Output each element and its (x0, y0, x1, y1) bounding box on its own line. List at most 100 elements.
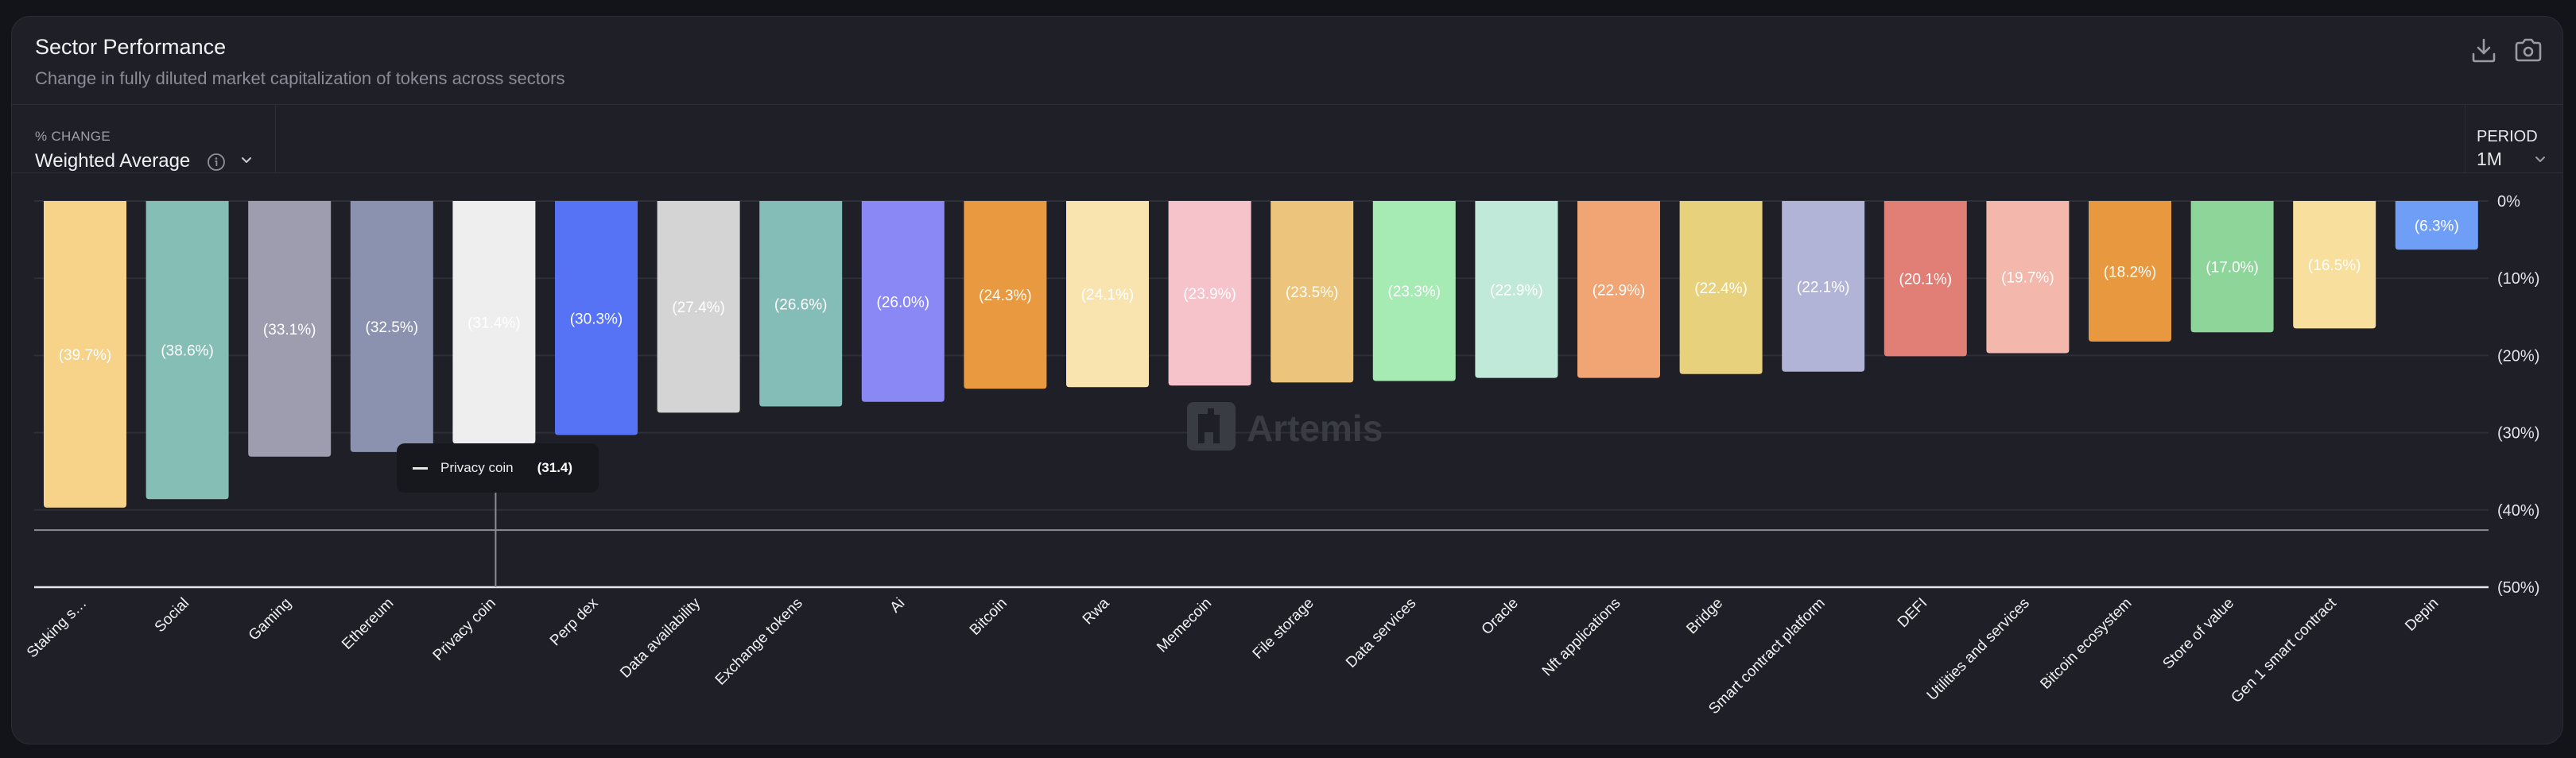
bar[interactable] (2190, 201, 2274, 333)
bar[interactable] (1271, 201, 1354, 383)
bar[interactable] (44, 201, 126, 508)
bar[interactable] (964, 201, 1047, 389)
bar-data-label: (26.0%) (877, 294, 930, 311)
bar[interactable] (2293, 201, 2376, 329)
bar-group[interactable]: (32.5%) (350, 201, 433, 452)
x-tick-label: Nft applications (1539, 595, 1624, 680)
bar[interactable] (1066, 201, 1149, 388)
bar[interactable] (1679, 201, 1763, 374)
chevron-down-icon (2535, 157, 2545, 162)
change-selector[interactable]: % CHANGE Weighted Average (12, 105, 275, 172)
period-selector[interactable]: PERIOD 1M (2465, 105, 2562, 172)
bar-group[interactable]: (18.2%) (2089, 201, 2171, 342)
bar-group[interactable]: (31.4%) (452, 201, 536, 444)
x-tick-label: Memecoin (1154, 595, 1215, 656)
bar-data-label: (18.2%) (2104, 264, 2157, 280)
bar-data-label: (27.4%) (672, 300, 725, 316)
y-tick-label: 0% (2497, 193, 2520, 211)
bar-group[interactable]: (24.1%) (1066, 201, 1149, 388)
bar[interactable] (1577, 201, 1660, 378)
bar-group[interactable]: (22.1%) (1782, 201, 1865, 372)
x-tick-label: Data availability (617, 594, 704, 681)
bar-data-label: (16.5%) (2308, 257, 2361, 274)
bar-data-label: (20.1%) (1899, 272, 1953, 288)
bar[interactable] (759, 201, 843, 407)
header-divider (12, 104, 2562, 105)
watermark: Artemis (1187, 402, 1383, 451)
bar-group[interactable]: (27.4%) (657, 201, 740, 413)
tooltip-value: (31.4) (537, 460, 573, 475)
x-tick-label: Bridge (1683, 595, 1726, 638)
bar[interactable] (248, 201, 332, 457)
bar-group[interactable]: (38.6%) (145, 201, 229, 500)
bar-group[interactable]: (30.3%) (555, 201, 638, 435)
bar-group[interactable]: (33.1%) (248, 201, 332, 457)
bar-group[interactable]: (19.7%) (1986, 201, 2070, 354)
gridlines (34, 200, 2489, 589)
x-tick-label: Staking s… (24, 595, 91, 662)
x-tick-label: Bitcoin ecosystem (2037, 595, 2135, 693)
change-value: Weighted Average (35, 150, 191, 172)
bar-group[interactable]: (17.0%) (2190, 201, 2274, 333)
period-label: PERIOD (2477, 128, 2538, 145)
bar-group[interactable]: (23.9%) (1168, 201, 1251, 386)
period-value: 1M (2477, 149, 2502, 169)
bar-group[interactable]: (22.4%) (1679, 201, 1763, 374)
bar[interactable] (657, 201, 740, 413)
x-tick-label: Gaming (246, 595, 295, 644)
bar-data-label: (32.5%) (366, 319, 419, 336)
x-tick-label: Exchange tokens (712, 595, 806, 689)
card-subtitle: Change in fully diluted market capitaliz… (35, 68, 565, 88)
download-button[interactable] (2468, 34, 2500, 66)
bar-group[interactable]: (22.9%) (1475, 201, 1558, 378)
bar-data-label: (24.3%) (979, 288, 1032, 304)
tooltip-series-name: Privacy coin (440, 460, 514, 475)
bar-group[interactable]: (22.9%) (1577, 201, 1660, 378)
x-tick-label: Smart contract platform (1705, 595, 1828, 717)
bar[interactable] (1884, 201, 1967, 357)
x-tick-label: DEFI (1895, 595, 1930, 631)
bar-group[interactable]: (23.5%) (1271, 201, 1354, 383)
info-icon[interactable] (207, 153, 226, 172)
bar-group[interactable]: (20.1%) (1884, 201, 1967, 357)
bar-data-label: (31.4%) (467, 315, 521, 332)
card-title: Sector Performance (35, 35, 227, 59)
tooltip: Privacy coin (31.4) (397, 443, 599, 493)
change-label: % CHANGE (35, 129, 111, 144)
controls-divider (12, 172, 2562, 173)
bar[interactable] (555, 201, 638, 435)
bar-data-label: (22.9%) (1490, 282, 1543, 299)
bar[interactable] (1168, 201, 1251, 386)
bar[interactable] (145, 201, 229, 500)
bar-group[interactable]: (26.6%) (759, 201, 843, 407)
bar[interactable] (2395, 201, 2478, 250)
y-tick-label: (50%) (2497, 579, 2539, 597)
bar-group[interactable]: (23.3%) (1372, 201, 1456, 381)
bar[interactable] (1986, 201, 2070, 354)
bar[interactable] (2089, 201, 2171, 342)
bar[interactable] (1372, 201, 1456, 381)
bar[interactable] (350, 201, 433, 452)
bar-data-label: (23.3%) (1388, 284, 1441, 300)
bar-group[interactable]: (6.3%) (2395, 201, 2478, 250)
bar-data-label: (6.3%) (2415, 219, 2459, 235)
x-tick-label: Depin (2402, 595, 2442, 635)
bar-group[interactable]: (24.3%) (964, 201, 1047, 389)
bar-data-label: (38.6%) (161, 343, 214, 360)
bar[interactable] (861, 201, 945, 402)
x-tick-label: Utilities and services (1924, 595, 2033, 704)
x-tick-label: Store of value (2159, 595, 2237, 673)
bar[interactable] (452, 201, 536, 444)
bar[interactable] (1782, 201, 1865, 372)
bar[interactable] (1475, 201, 1558, 378)
bar-data-label: (22.1%) (1797, 279, 1850, 296)
screenshot-button[interactable] (2512, 34, 2544, 66)
y-tick-label: (20%) (2497, 347, 2539, 365)
artemis-logo-glyph (1198, 408, 1220, 443)
bar-group[interactable]: (26.0%) (861, 201, 945, 402)
controls-separator (275, 105, 276, 172)
bar-group[interactable]: (39.7%) (44, 201, 126, 508)
bar-group[interactable]: (16.5%) (2293, 201, 2376, 329)
chevron-down-icon (242, 157, 251, 163)
